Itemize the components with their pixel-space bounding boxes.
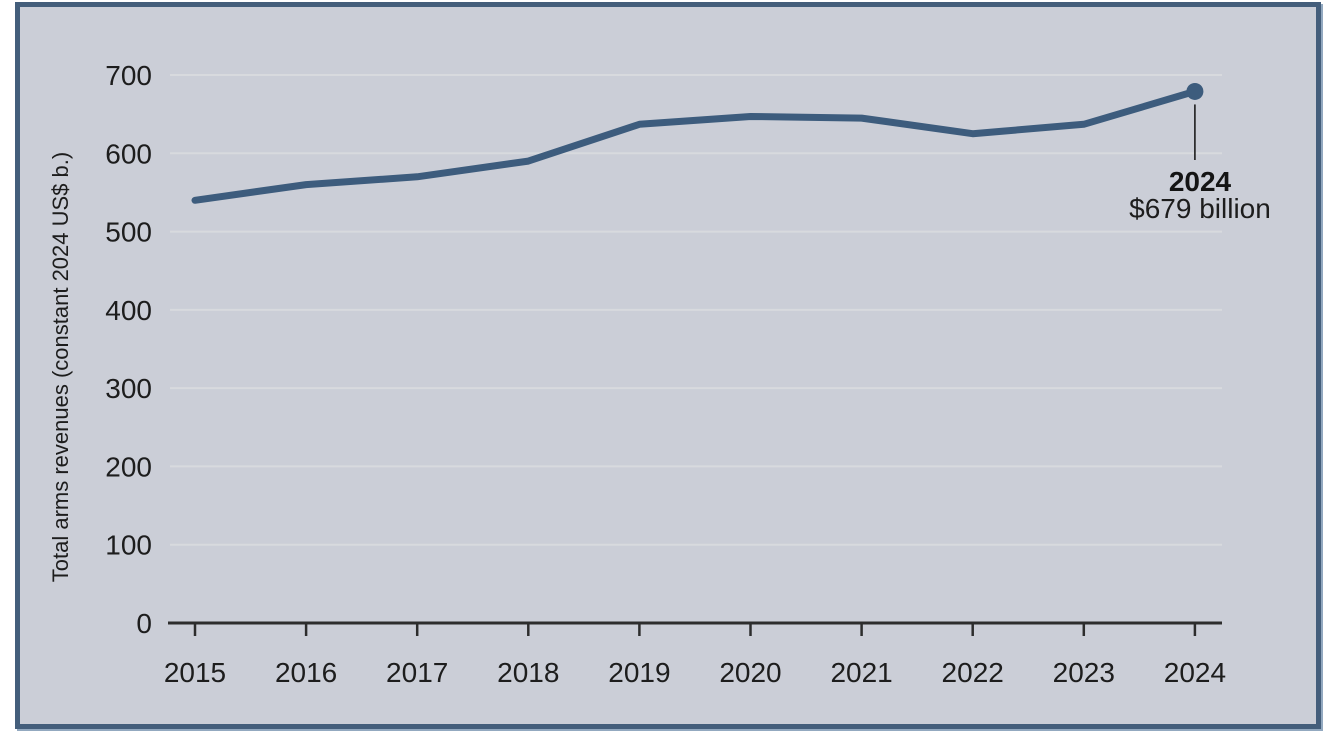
x-tick-label-2017: 2017 [386, 657, 448, 688]
x-tick-label-2020: 2020 [719, 657, 781, 688]
y-tick-label-500: 500 [105, 217, 152, 248]
x-tick-label-2024: 2024 [1164, 657, 1226, 688]
x-tick-label-2016: 2016 [275, 657, 337, 688]
y-tick-label-600: 600 [105, 138, 152, 169]
y-tick-label-100: 100 [105, 530, 152, 561]
x-tick-label-2023: 2023 [1053, 657, 1115, 688]
x-tick-label-2015: 2015 [164, 657, 226, 688]
x-tick-label-2022: 2022 [942, 657, 1004, 688]
x-tick-label-2019: 2019 [608, 657, 670, 688]
annotation-value-label: $679 billion [1129, 193, 1271, 224]
y-axis-title: Total arms revenues (constant 2024 US$ b… [48, 151, 73, 583]
y-tick-label-200: 200 [105, 451, 152, 482]
data-point-2024 [1186, 82, 1204, 100]
revenue-line [191, 87, 1199, 204]
y-tick-label-400: 400 [105, 295, 152, 326]
annotation-year-label: 2024 [1168, 166, 1232, 197]
y-tick-label-300: 300 [105, 373, 152, 404]
y-tick-label-0: 0 [136, 608, 152, 639]
endpoint-annotation: 2024 $679 billion [1050, 166, 1328, 224]
x-tick-label-2018: 2018 [497, 657, 559, 688]
y-tick-label-700: 700 [105, 60, 152, 91]
x-tick-label-2021: 2021 [830, 657, 892, 688]
